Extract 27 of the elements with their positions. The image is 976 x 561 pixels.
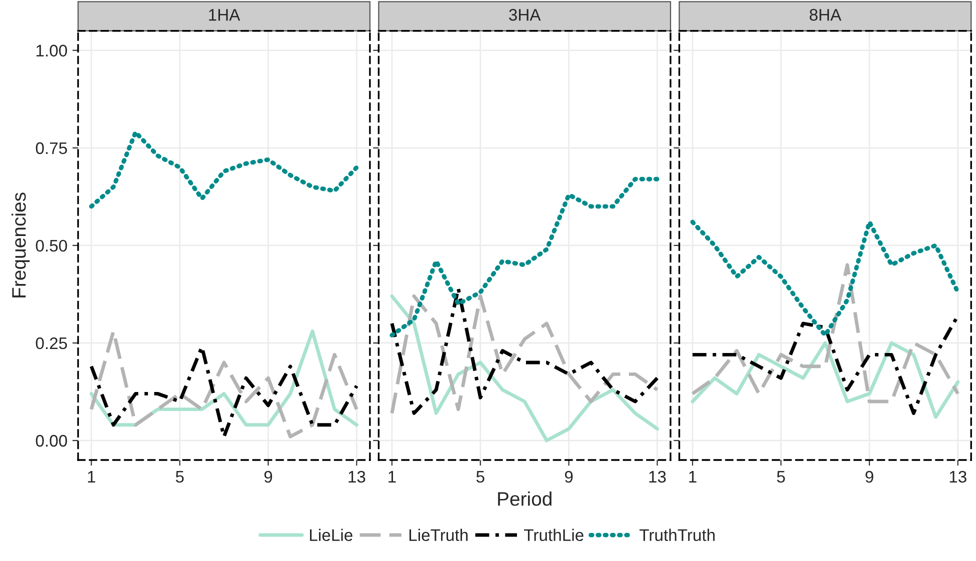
legend-label: TruthTruth bbox=[640, 528, 715, 542]
x-tick-label: 9 bbox=[866, 470, 874, 483]
x-tick-label: 1 bbox=[88, 471, 96, 483]
legend-label: LieTruth bbox=[409, 528, 468, 542]
y-tick-label: 0.00 bbox=[36, 434, 68, 447]
y-tick-label: 0.75 bbox=[36, 142, 67, 154]
legend-label: LieLie bbox=[310, 528, 352, 542]
x-tick-label: 9 bbox=[564, 470, 573, 483]
x-tick-label: 5 bbox=[476, 471, 484, 483]
y-axis-title: Frequencies bbox=[12, 192, 30, 298]
x-axis-title: Period bbox=[498, 492, 552, 506]
x-tick-label: 9 bbox=[264, 470, 272, 483]
legend-label: TruthLie bbox=[524, 528, 584, 542]
x-tick-label: 1 bbox=[689, 471, 696, 483]
x-tick-label: 5 bbox=[777, 471, 785, 483]
x-tick-label: 13 bbox=[348, 470, 366, 483]
x-tick-label: 13 bbox=[649, 470, 666, 483]
y-tick-label: 0.25 bbox=[36, 337, 67, 350]
y-tick-label: 1.00 bbox=[36, 44, 68, 57]
x-tick-label: 5 bbox=[176, 471, 184, 483]
line-series bbox=[89, 130, 359, 209]
chart-title: 1HA bbox=[209, 9, 240, 21]
chart-title: 8HA bbox=[810, 8, 842, 21]
x-tick-label: 13 bbox=[950, 470, 966, 483]
x-tick-label: 1 bbox=[388, 471, 396, 483]
chart-title: 3HA bbox=[509, 8, 541, 21]
y-tick-label: 0.50 bbox=[36, 240, 68, 252]
